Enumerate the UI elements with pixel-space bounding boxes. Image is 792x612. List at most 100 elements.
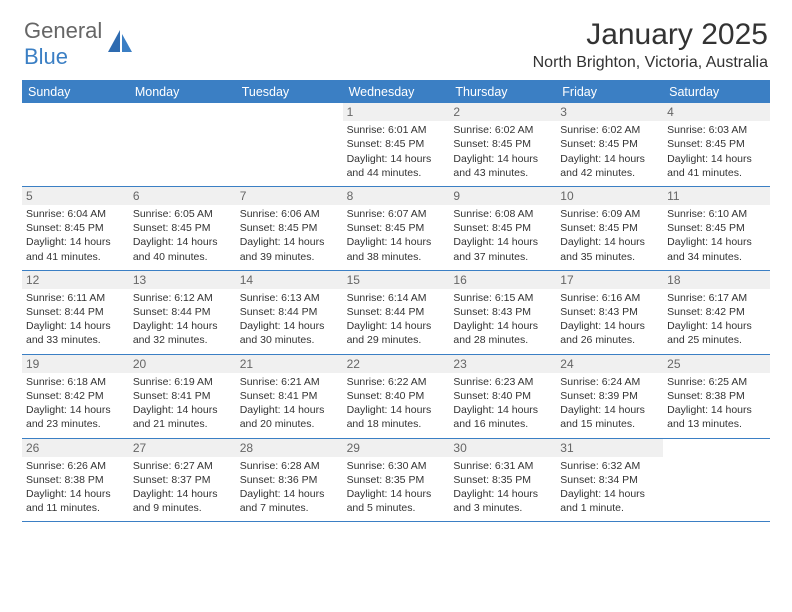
calendar-day-cell: 20Sunrise: 6:19 AMSunset: 8:41 PMDayligh… bbox=[129, 355, 236, 438]
sunset-text: Sunset: 8:41 PM bbox=[133, 389, 232, 403]
day-number: 13 bbox=[129, 271, 236, 289]
daylight-text-1: Daylight: 14 hours bbox=[347, 487, 446, 501]
sunset-text: Sunset: 8:39 PM bbox=[560, 389, 659, 403]
calendar-day-cell: 14Sunrise: 6:13 AMSunset: 8:44 PMDayligh… bbox=[236, 271, 343, 354]
weekday-header-cell: Friday bbox=[556, 81, 663, 103]
calendar-weeks: 1Sunrise: 6:01 AMSunset: 8:45 PMDaylight… bbox=[22, 103, 770, 522]
sunset-text: Sunset: 8:41 PM bbox=[240, 389, 339, 403]
location-text: North Brighton, Victoria, Australia bbox=[533, 54, 768, 72]
day-number: 18 bbox=[663, 271, 770, 289]
calendar-day-cell: 4Sunrise: 6:03 AMSunset: 8:45 PMDaylight… bbox=[663, 103, 770, 186]
logo: General Blue bbox=[24, 18, 136, 70]
sunset-text: Sunset: 8:44 PM bbox=[347, 305, 446, 319]
calendar-day-cell: 26Sunrise: 6:26 AMSunset: 8:38 PMDayligh… bbox=[22, 439, 129, 522]
sunset-text: Sunset: 8:45 PM bbox=[240, 221, 339, 235]
sunrise-text: Sunrise: 6:25 AM bbox=[667, 375, 766, 389]
sunset-text: Sunset: 8:40 PM bbox=[347, 389, 446, 403]
calendar-day-cell: 13Sunrise: 6:12 AMSunset: 8:44 PMDayligh… bbox=[129, 271, 236, 354]
sunset-text: Sunset: 8:42 PM bbox=[667, 305, 766, 319]
daylight-text-2: and 42 minutes. bbox=[560, 166, 659, 180]
daylight-text-1: Daylight: 14 hours bbox=[453, 319, 552, 333]
logo-sail-icon bbox=[106, 28, 136, 54]
day-number: 17 bbox=[556, 271, 663, 289]
day-number: 11 bbox=[663, 187, 770, 205]
daylight-text-1: Daylight: 14 hours bbox=[453, 235, 552, 249]
daylight-text-1: Daylight: 14 hours bbox=[133, 235, 232, 249]
day-number: 25 bbox=[663, 355, 770, 373]
sunset-text: Sunset: 8:44 PM bbox=[26, 305, 125, 319]
day-number: 28 bbox=[236, 439, 343, 457]
daylight-text-1: Daylight: 14 hours bbox=[453, 403, 552, 417]
weekday-header-cell: Sunday bbox=[22, 81, 129, 103]
daylight-text-1: Daylight: 14 hours bbox=[560, 403, 659, 417]
day-number: 1 bbox=[343, 103, 450, 121]
daylight-text-1: Daylight: 14 hours bbox=[453, 487, 552, 501]
daylight-text-1: Daylight: 14 hours bbox=[667, 235, 766, 249]
calendar-day-cell: 31Sunrise: 6:32 AMSunset: 8:34 PMDayligh… bbox=[556, 439, 663, 522]
daylight-text-2: and 39 minutes. bbox=[240, 250, 339, 264]
day-number: 31 bbox=[556, 439, 663, 457]
logo-text: General Blue bbox=[24, 18, 102, 70]
daylight-text-2: and 30 minutes. bbox=[240, 333, 339, 347]
daylight-text-1: Daylight: 14 hours bbox=[560, 152, 659, 166]
calendar-day-cell: 1Sunrise: 6:01 AMSunset: 8:45 PMDaylight… bbox=[343, 103, 450, 186]
sunrise-text: Sunrise: 6:07 AM bbox=[347, 207, 446, 221]
day-number: 27 bbox=[129, 439, 236, 457]
sunrise-text: Sunrise: 6:08 AM bbox=[453, 207, 552, 221]
daylight-text-2: and 40 minutes. bbox=[133, 250, 232, 264]
calendar-week-row: 1Sunrise: 6:01 AMSunset: 8:45 PMDaylight… bbox=[22, 103, 770, 187]
sunrise-text: Sunrise: 6:27 AM bbox=[133, 459, 232, 473]
weekday-header-cell: Tuesday bbox=[236, 81, 343, 103]
sunset-text: Sunset: 8:45 PM bbox=[667, 137, 766, 151]
daylight-text-2: and 26 minutes. bbox=[560, 333, 659, 347]
calendar-week-row: 5Sunrise: 6:04 AMSunset: 8:45 PMDaylight… bbox=[22, 187, 770, 271]
sunrise-text: Sunrise: 6:06 AM bbox=[240, 207, 339, 221]
sunrise-text: Sunrise: 6:28 AM bbox=[240, 459, 339, 473]
calendar: SundayMondayTuesdayWednesdayThursdayFrid… bbox=[22, 80, 770, 522]
month-title: January 2025 bbox=[533, 18, 768, 52]
daylight-text-2: and 32 minutes. bbox=[133, 333, 232, 347]
calendar-day-cell: 29Sunrise: 6:30 AMSunset: 8:35 PMDayligh… bbox=[343, 439, 450, 522]
calendar-day-cell: 3Sunrise: 6:02 AMSunset: 8:45 PMDaylight… bbox=[556, 103, 663, 186]
calendar-day-cell: 11Sunrise: 6:10 AMSunset: 8:45 PMDayligh… bbox=[663, 187, 770, 270]
daylight-text-1: Daylight: 14 hours bbox=[347, 319, 446, 333]
sunrise-text: Sunrise: 6:02 AM bbox=[560, 123, 659, 137]
sunrise-text: Sunrise: 6:04 AM bbox=[26, 207, 125, 221]
calendar-day-cell: 5Sunrise: 6:04 AMSunset: 8:45 PMDaylight… bbox=[22, 187, 129, 270]
day-number: 6 bbox=[129, 187, 236, 205]
sunrise-text: Sunrise: 6:30 AM bbox=[347, 459, 446, 473]
daylight-text-1: Daylight: 14 hours bbox=[667, 403, 766, 417]
daylight-text-2: and 13 minutes. bbox=[667, 417, 766, 431]
daylight-text-2: and 21 minutes. bbox=[133, 417, 232, 431]
sunrise-text: Sunrise: 6:19 AM bbox=[133, 375, 232, 389]
weekday-header-row: SundayMondayTuesdayWednesdayThursdayFrid… bbox=[22, 81, 770, 103]
weekday-header-cell: Monday bbox=[129, 81, 236, 103]
day-number: 4 bbox=[663, 103, 770, 121]
sunset-text: Sunset: 8:38 PM bbox=[667, 389, 766, 403]
daylight-text-1: Daylight: 14 hours bbox=[347, 403, 446, 417]
daylight-text-2: and 34 minutes. bbox=[667, 250, 766, 264]
sunset-text: Sunset: 8:45 PM bbox=[26, 221, 125, 235]
daylight-text-1: Daylight: 14 hours bbox=[240, 319, 339, 333]
calendar-day-cell: 27Sunrise: 6:27 AMSunset: 8:37 PMDayligh… bbox=[129, 439, 236, 522]
sunrise-text: Sunrise: 6:17 AM bbox=[667, 291, 766, 305]
daylight-text-2: and 5 minutes. bbox=[347, 501, 446, 515]
daylight-text-1: Daylight: 14 hours bbox=[667, 152, 766, 166]
title-block: January 2025 North Brighton, Victoria, A… bbox=[533, 18, 768, 72]
day-number: 2 bbox=[449, 103, 556, 121]
sunset-text: Sunset: 8:35 PM bbox=[453, 473, 552, 487]
sunrise-text: Sunrise: 6:16 AM bbox=[560, 291, 659, 305]
daylight-text-2: and 28 minutes. bbox=[453, 333, 552, 347]
day-number: 8 bbox=[343, 187, 450, 205]
daylight-text-2: and 35 minutes. bbox=[560, 250, 659, 264]
daylight-text-2: and 37 minutes. bbox=[453, 250, 552, 264]
daylight-text-1: Daylight: 14 hours bbox=[453, 152, 552, 166]
calendar-day-cell: 30Sunrise: 6:31 AMSunset: 8:35 PMDayligh… bbox=[449, 439, 556, 522]
sunset-text: Sunset: 8:44 PM bbox=[133, 305, 232, 319]
calendar-day-cell: 24Sunrise: 6:24 AMSunset: 8:39 PMDayligh… bbox=[556, 355, 663, 438]
sunset-text: Sunset: 8:34 PM bbox=[560, 473, 659, 487]
calendar-day-cell: 23Sunrise: 6:23 AMSunset: 8:40 PMDayligh… bbox=[449, 355, 556, 438]
sunrise-text: Sunrise: 6:18 AM bbox=[26, 375, 125, 389]
daylight-text-2: and 3 minutes. bbox=[453, 501, 552, 515]
sunrise-text: Sunrise: 6:31 AM bbox=[453, 459, 552, 473]
